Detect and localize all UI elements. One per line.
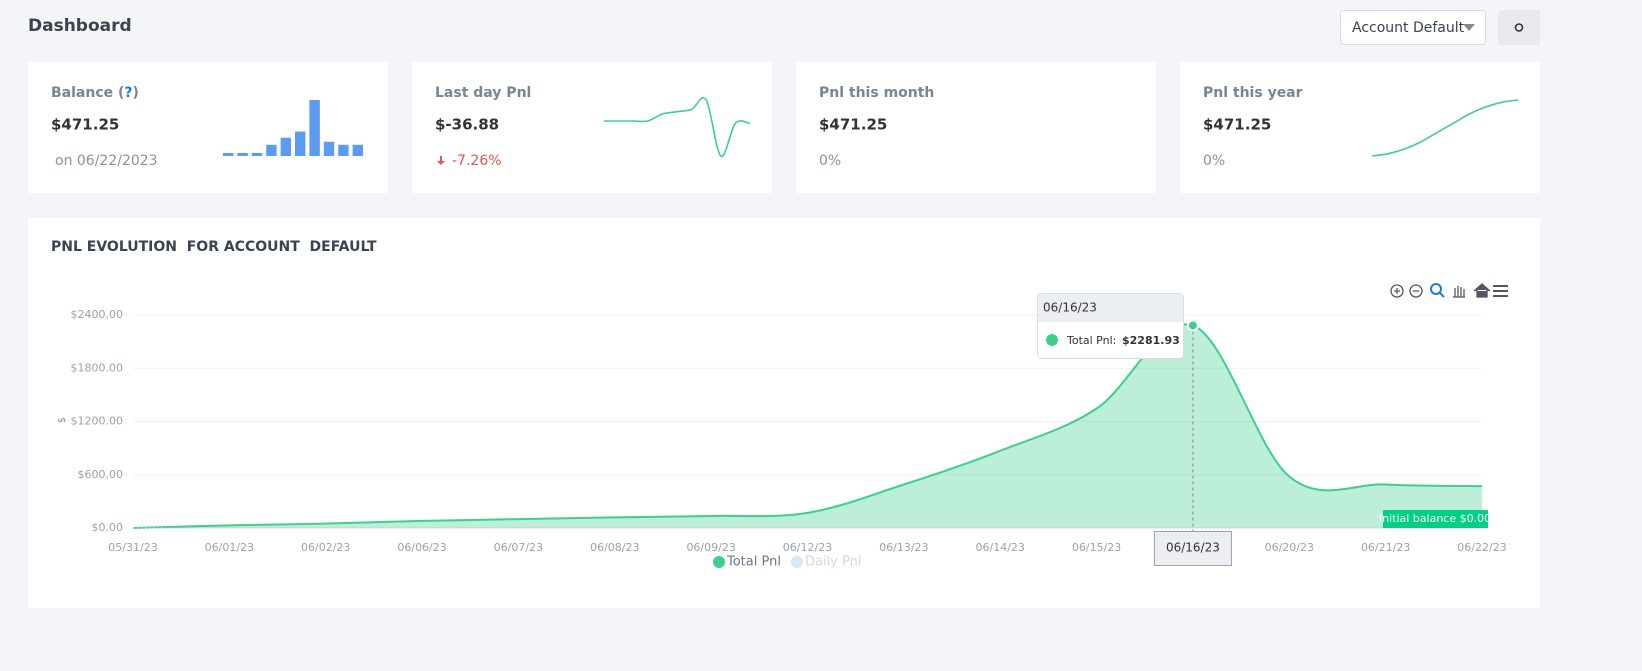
card-sub: 0% [819,153,841,169]
spark-bar [352,144,363,156]
card-title-part: ) [133,85,139,101]
spark-bar [323,141,335,156]
annotation-box [1383,510,1488,528]
y-tick-label: $1800.00 [71,361,124,374]
card [796,62,1156,193]
tooltip-series: Total Pnl: [1066,334,1116,347]
dropdown-arrow [1463,24,1475,31]
tooltip-point [1186,319,1199,332]
x-tick-label: 06/14/23 [976,541,1025,554]
line [132,323,1483,529]
card-value: $471.25 [819,116,887,134]
card-title: Last day Pnl [435,85,531,101]
legend-marker [713,556,725,568]
x-tick-label: 05/31/23 [108,541,157,554]
page-title: Dashboard [28,16,132,36]
card [412,62,772,193]
spark-bar [266,144,277,156]
tooltip-marker [1046,334,1058,346]
legend-marker [790,556,803,568]
card [1180,62,1540,193]
x-tick-label: 06/07/23 [494,541,543,554]
spark-bar [295,131,306,156]
x-tick-label: 06/21/23 [1361,541,1410,554]
x-tick-label: 06/12/23 [783,541,832,554]
settings-icon [1514,23,1524,32]
chart-title: PNL EVOLUTION FOR ACCOUNT DEFAULT [51,239,377,255]
crosshair-label-box [1153,531,1232,566]
card-title-part: Balance ( [51,85,124,101]
card-value: $471.25 [1203,116,1271,134]
x-tick-label: 06/01/23 [205,541,254,554]
sparkline [603,97,751,157]
x-tick-label: 06/15/23 [1072,541,1121,554]
tooltip-title: 06/16/23 [1043,301,1097,315]
y-tick-label: $0.00 [92,521,124,534]
account-select[interactable] [1340,10,1486,45]
card-title: Pnl this year [1203,85,1303,101]
account-select-text[interactable]: Account Default [1352,20,1465,36]
spark-bar [280,137,291,156]
tooltip-value: $2281.93 [1122,334,1180,347]
legend-entry[interactable]: Total Pnl [726,555,781,570]
tooltip-header [1038,294,1183,322]
card-title-part: Pnl this year [1203,85,1303,101]
card-title: Pnl this month [819,85,934,101]
card-title-part: Pnl this month [819,85,934,101]
x-tick-label: 06/02/23 [301,541,350,554]
x-tick-label: 06/09/23 [686,541,735,554]
y-axis-label: $ [57,417,68,423]
card-title-part: Last day Pnl [435,85,531,101]
card-value: $471.25 [51,116,119,134]
x-tick-label: 06/22/23 [1457,541,1506,554]
legend-entry[interactable]: Daily Pnl [805,555,862,570]
annotation: Initial balance $0.00 [1379,512,1491,525]
x-tick-label: 06/06/23 [397,541,446,554]
card [28,62,388,193]
chart-panel [28,218,1540,608]
x-tick-label: 06/20/23 [1265,541,1314,554]
sparkline [1371,99,1519,157]
card-title-part[interactable]: ? [124,85,132,101]
x-tick-label: 06/16/23 [1166,541,1220,555]
card-value: $-36.88 [435,116,499,134]
card-title: Balance (?) [51,85,139,101]
spark-bar [223,152,234,156]
y-tick-label: $600.00 [78,468,124,481]
trend-arrow [437,156,445,165]
spark-bar [338,144,349,156]
area [133,324,1482,528]
spark-bar [251,152,263,156]
x-tick-label: 06/08/23 [590,541,639,554]
y-tick-label: $1200.00 [71,415,124,428]
y-tick-label: $2400.00 [71,308,124,321]
settings-button[interactable] [1498,10,1540,45]
spark-bar [237,152,248,156]
card-sub: 0% [1203,153,1225,169]
card-sub: on 06/22/2023 [55,153,158,169]
card-sub: -7.26% [452,153,502,169]
x-tick-label: 06/13/23 [879,541,928,554]
spark-bar [309,100,320,156]
chart-toolbar[interactable] [1390,283,1508,298]
